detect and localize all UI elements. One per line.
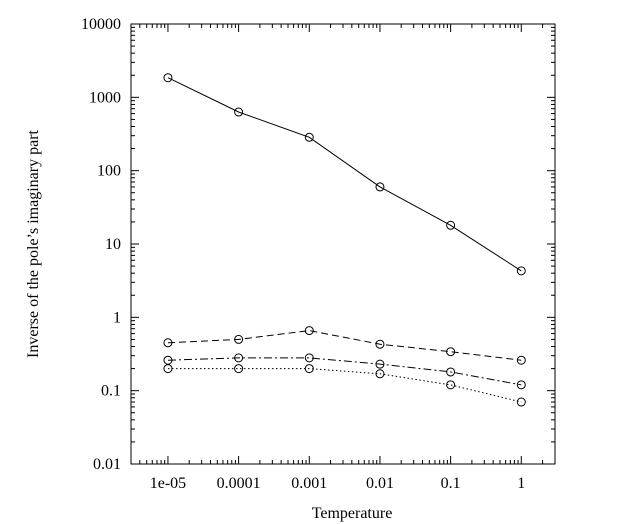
data-point-marker [446, 347, 456, 357]
y-tick-label: 0.01 [93, 456, 121, 473]
data-point-marker [375, 182, 385, 192]
data-point-marker [163, 364, 173, 374]
series-line [167, 77, 522, 272]
data-point-marker [234, 353, 244, 363]
data-point-marker [375, 339, 385, 349]
data-point-marker [304, 353, 314, 363]
data-point-marker [163, 73, 173, 83]
data-point-marker [163, 338, 173, 348]
data-point-marker [446, 380, 456, 390]
data-point-marker [516, 266, 526, 276]
data-point-marker [234, 334, 244, 344]
series-line [167, 330, 522, 361]
series-line [168, 368, 522, 403]
data-point-marker [234, 107, 244, 117]
data-point-marker [516, 397, 526, 407]
x-tick-label: 0.01 [366, 475, 394, 492]
y-tick-label: 10 [105, 236, 121, 253]
y-tick-label: 10000 [81, 16, 121, 33]
series-2 [163, 326, 526, 365]
series-1 [163, 73, 526, 276]
x-tick-label: 1e-05 [150, 475, 186, 492]
y-tick-label: 100 [97, 163, 121, 180]
data-point-marker [375, 369, 385, 379]
data-point-marker [516, 380, 526, 390]
x-axis: 1e-05 0.0001 0.001 0.01 0.1 1 [130, 24, 556, 492]
plot-frame [130, 23, 556, 465]
x-tick-label: 1 [517, 475, 525, 492]
series-line [167, 357, 522, 386]
data-point-marker [446, 220, 456, 230]
series-4 [163, 364, 526, 407]
data-point-marker [304, 326, 314, 336]
y-tick-label: 1000 [89, 89, 121, 106]
data-point-marker [516, 355, 526, 365]
data-point-marker [375, 359, 385, 369]
x-tick-label: 0.0001 [217, 475, 261, 492]
y-axis: 0.01 0.1 1 10 100 1000 10000 [81, 16, 555, 473]
y-tick-label: 0.1 [101, 383, 121, 400]
data-point-marker [446, 367, 456, 377]
x-tick-label: 0.001 [291, 475, 327, 492]
y-axis-label: Inverse of the pole’s imaginary part [25, 129, 42, 357]
x-tick-label: 0.1 [441, 475, 461, 492]
y-tick-label: 1 [113, 309, 121, 326]
data-point-marker [304, 364, 314, 374]
x-axis-label: Temperature [312, 505, 393, 522]
data-point-marker [234, 364, 244, 374]
series-3 [163, 353, 526, 390]
data-point-marker [304, 132, 314, 142]
series-layer [163, 73, 526, 407]
